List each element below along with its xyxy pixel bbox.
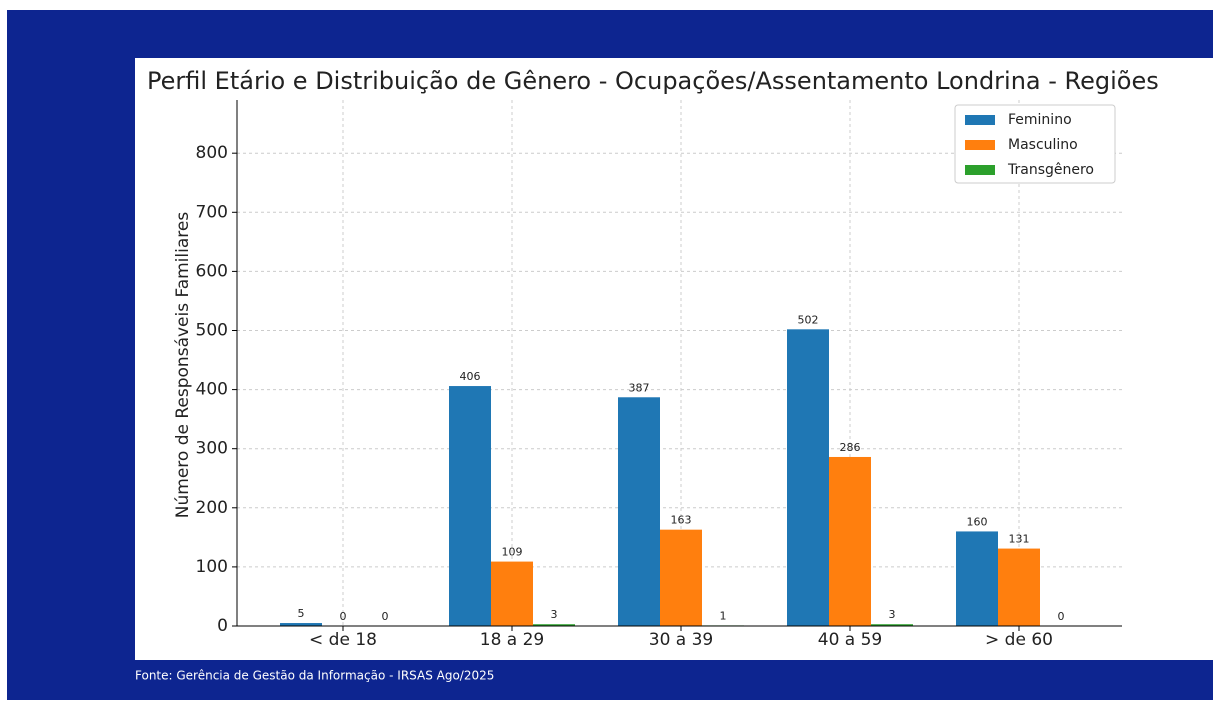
bar-value-label: 109: [502, 546, 523, 559]
bar: [871, 624, 913, 626]
y-axis-label: Número de Responsáveis Familiares: [173, 212, 193, 519]
y-tick-label: 0: [217, 616, 228, 636]
source-note: Fonte: Gerência de Gestão da Informação …: [135, 669, 494, 683]
bar: [956, 531, 998, 626]
bar: [998, 548, 1040, 626]
x-tick-label: > de 60: [985, 630, 1053, 650]
legend-label: Transgênero: [1007, 162, 1094, 178]
y-tick-label: 800: [196, 143, 228, 163]
bar: [829, 456, 871, 626]
bar-value-label: 0: [1058, 610, 1065, 623]
x-tick-label: 40 a 59: [818, 630, 883, 650]
y-tick-label: 600: [196, 261, 228, 281]
bar: [280, 623, 322, 626]
bar-value-label: 3: [889, 608, 896, 621]
bar-value-label: 163: [671, 514, 692, 527]
x-tick-label: 30 a 39: [649, 630, 714, 650]
bar-value-label: 406: [460, 370, 481, 383]
bar: [787, 329, 829, 626]
legend-swatch: [965, 140, 995, 150]
x-tick-label: 18 a 29: [480, 630, 545, 650]
bar: [533, 624, 575, 626]
bar-value-label: 160: [967, 515, 988, 528]
bar: [660, 529, 702, 626]
y-tick-label: 100: [196, 557, 228, 577]
bar-value-label: 0: [340, 610, 347, 623]
y-tick-label: 500: [196, 320, 228, 340]
bar: [618, 397, 660, 626]
y-tick-label: 300: [196, 439, 228, 459]
legend-label: Feminino: [1008, 112, 1072, 128]
bar-value-label: 5: [298, 607, 305, 620]
bar-value-label: 502: [798, 313, 819, 326]
bar-value-label: 1: [720, 609, 727, 622]
y-tick-label: 700: [196, 202, 228, 222]
chart-title: Perfil Etário e Distribuição de Gênero -…: [147, 67, 1159, 95]
x-tick-label: < de 18: [309, 630, 377, 650]
y-tick-label: 400: [196, 380, 228, 400]
bar-value-label: 0: [382, 610, 389, 623]
bar: [491, 561, 533, 626]
y-tick-label: 200: [196, 498, 228, 518]
chart: Perfil Etário e Distribuição de Gênero -…: [147, 67, 1159, 650]
bar-value-label: 131: [1009, 533, 1030, 546]
legend-swatch: [965, 165, 995, 175]
bar-value-label: 387: [629, 381, 650, 394]
legend-swatch: [965, 115, 995, 125]
bar: [449, 386, 491, 626]
bar-value-label: 3: [551, 608, 558, 621]
bar-value-label: 286: [840, 441, 861, 454]
legend-label: Masculino: [1008, 137, 1078, 153]
